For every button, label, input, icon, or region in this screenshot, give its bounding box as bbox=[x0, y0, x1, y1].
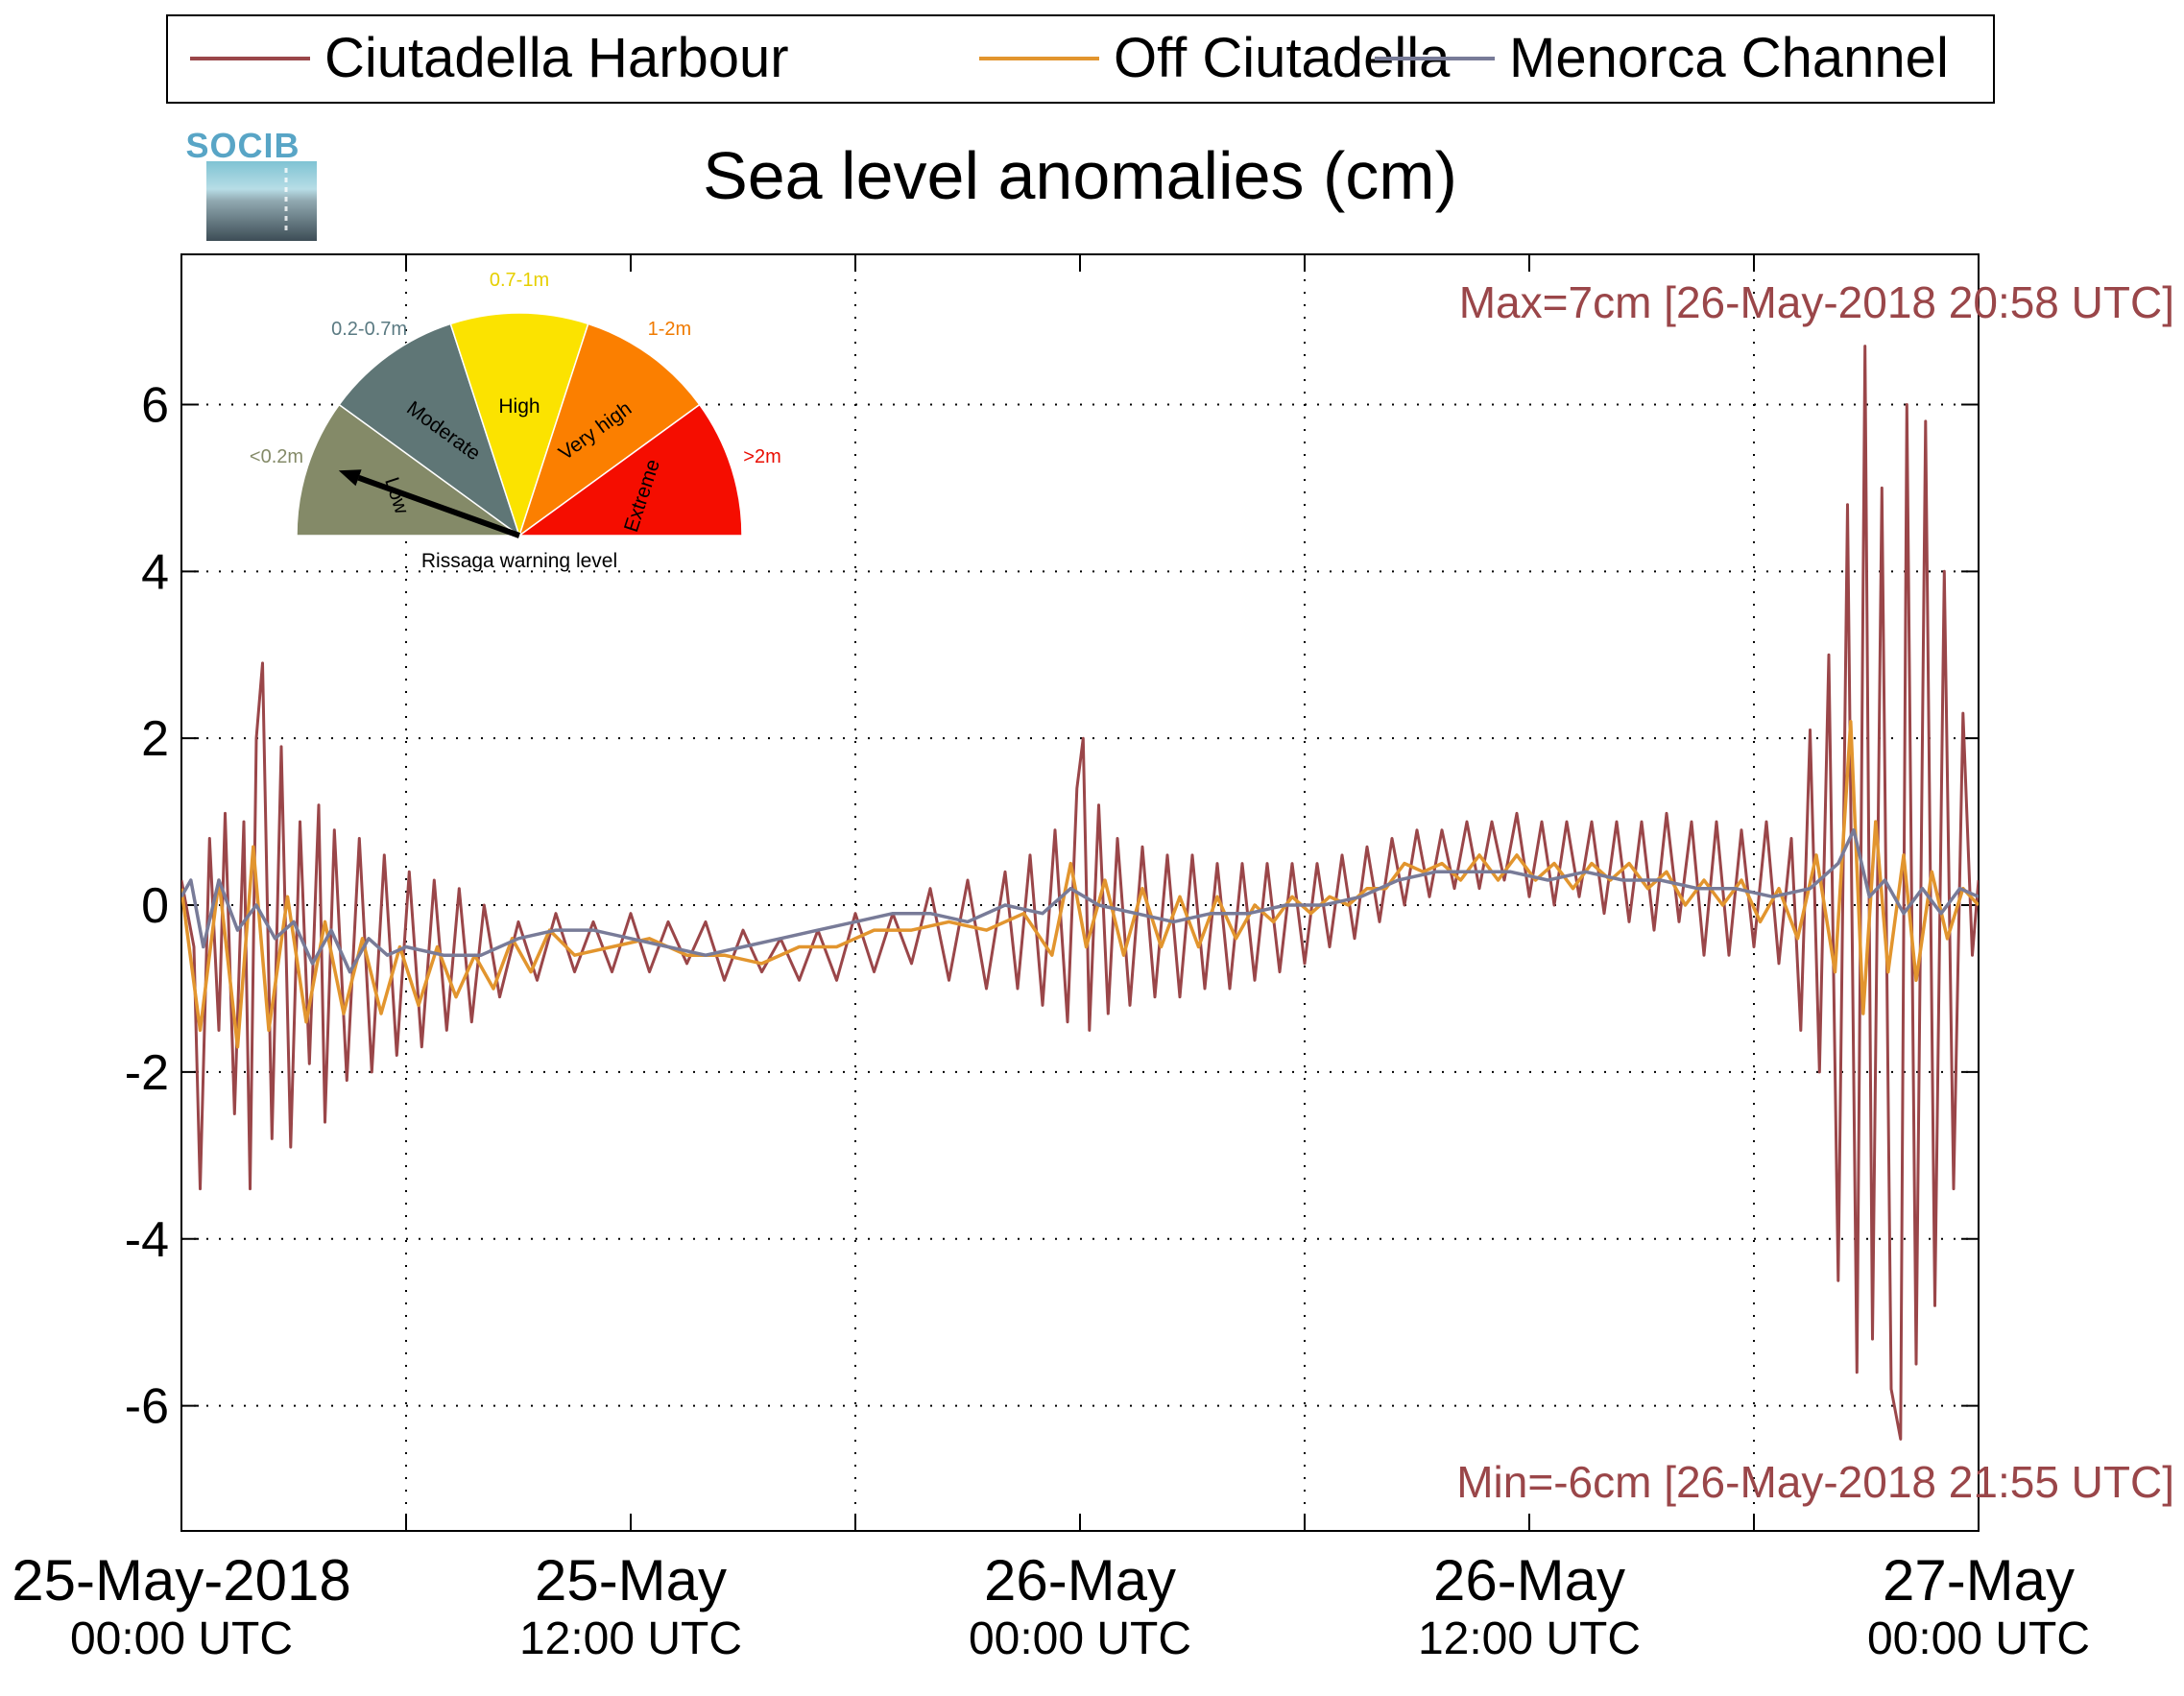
x-tick-label-time: 00:00 UTC bbox=[70, 1613, 293, 1664]
legend-label: Ciutadella Harbour bbox=[324, 27, 789, 89]
gauge-range-label: 1-2m bbox=[648, 319, 692, 340]
series-line-off-ciutadella bbox=[181, 720, 1979, 1049]
gauge-level-label: High bbox=[498, 395, 540, 418]
x-tick-label-date: 27-May bbox=[1883, 1548, 2075, 1612]
y-tick-label: -2 bbox=[125, 1045, 169, 1101]
gauge-needle bbox=[357, 474, 521, 538]
socib-logo-text: SOCIB bbox=[185, 126, 300, 165]
gauge-sector-low bbox=[296, 403, 522, 537]
x-tick-label-date: 25-May-2018 bbox=[12, 1548, 351, 1612]
y-tick-label: 0 bbox=[141, 878, 169, 934]
legend-label: Menorca Channel bbox=[1509, 27, 1949, 89]
y-tick-label: -4 bbox=[125, 1212, 169, 1268]
y-tick-label: 6 bbox=[141, 377, 169, 433]
socib-logo: SOCIB bbox=[185, 126, 317, 241]
socib-logo-wave bbox=[206, 161, 317, 241]
gauge-sector-moderate bbox=[338, 322, 521, 537]
chart-title: Sea level anomalies (cm) bbox=[703, 138, 1457, 213]
gauge-caption: Rissaga warning level bbox=[421, 550, 617, 572]
x-tick-label-date: 26-May bbox=[984, 1548, 1176, 1612]
x-tick-label-time: 12:00 UTC bbox=[1418, 1613, 1641, 1664]
gauge-sector-high bbox=[449, 312, 589, 538]
x-tick-label-date: 25-May bbox=[535, 1548, 727, 1612]
y-tick-label: 2 bbox=[141, 711, 169, 767]
series-line-ciutadella-harbour bbox=[181, 345, 1979, 1441]
gauge-sector-extreme bbox=[516, 403, 743, 537]
min-annotation: Min=-6cm [26-May-2018 21:55 UTC] bbox=[1456, 1457, 2174, 1507]
x-tick-label-time: 12:00 UTC bbox=[519, 1613, 742, 1664]
legend: Ciutadella Harbour Off Ciutadella Menorca … bbox=[166, 14, 1995, 104]
gauge-range-label: 0.2-0.7m bbox=[331, 319, 407, 340]
y-tick-label: -6 bbox=[125, 1379, 169, 1435]
x-tick-label-time: 00:00 UTC bbox=[1867, 1613, 2090, 1664]
y-tick-label: 4 bbox=[141, 544, 169, 600]
max-annotation: Max=7cm [26-May-2018 20:58 UTC] bbox=[1459, 277, 2174, 327]
series-layer bbox=[181, 345, 1979, 1441]
x-tick-label-date: 26-May bbox=[1433, 1548, 1625, 1612]
x-tick-label-time: 00:00 UTC bbox=[969, 1613, 1191, 1664]
gauge-range-label: 0.7-1m bbox=[490, 270, 549, 291]
series-line-menorca-channel bbox=[181, 828, 1979, 974]
gauge-needle-tip bbox=[338, 469, 362, 487]
gauge-range-label: <0.2m bbox=[250, 446, 303, 467]
gauge-sector-very-high bbox=[517, 322, 701, 537]
y-axis: 6 4 2 0 -2 -4 -6 bbox=[125, 377, 169, 1434]
gauge-range-label: >2m bbox=[743, 446, 780, 467]
